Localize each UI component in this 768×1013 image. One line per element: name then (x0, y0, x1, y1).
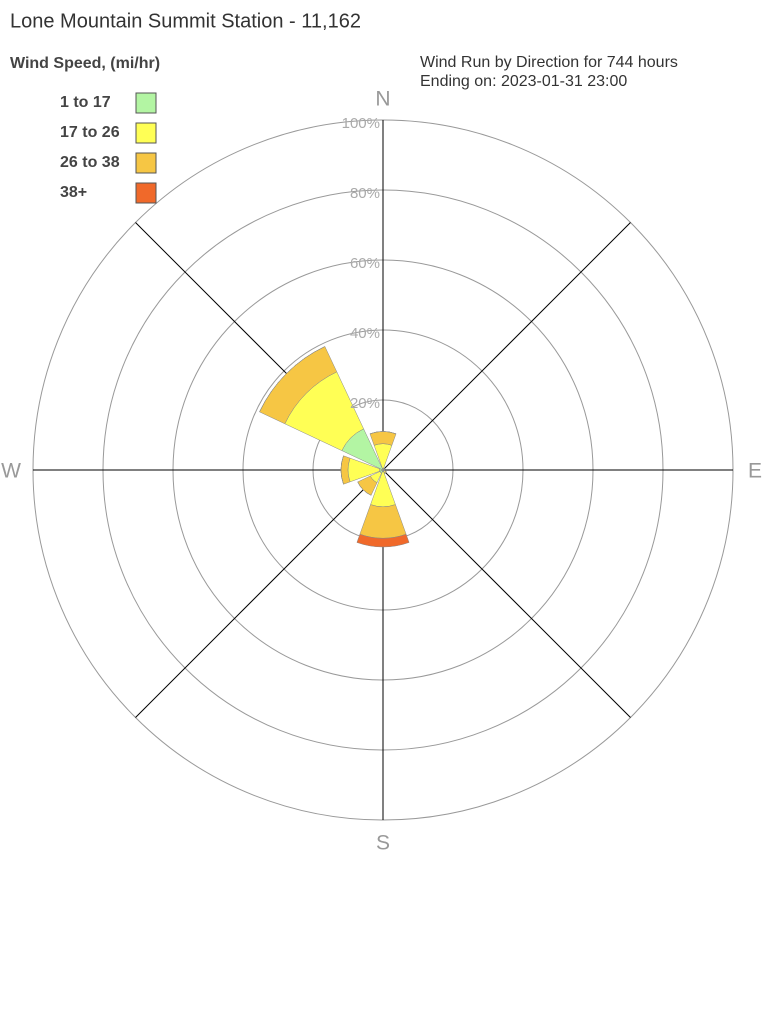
direction-label: W (1, 460, 21, 483)
r-tick-label: 60% (350, 255, 380, 272)
wedge-segment (370, 432, 396, 446)
legend-swatch (136, 153, 156, 173)
radial-line (383, 470, 630, 717)
legend-label: 26 to 38 (60, 154, 120, 171)
legend-swatch (136, 123, 156, 143)
legend-label: 38+ (60, 184, 87, 201)
chart-title: Lone Mountain Summit Station - 11,162 (10, 10, 361, 32)
wedge-segment (360, 505, 406, 539)
legend-swatch (136, 183, 156, 203)
direction-label: S (376, 832, 390, 855)
radial-line (136, 470, 383, 717)
radial-line (383, 223, 630, 470)
annotation: Wind Run by Direction for 744 hours (420, 54, 678, 71)
r-tick-label: 80% (350, 185, 380, 202)
r-tick-label: 40% (350, 325, 380, 342)
legend-swatch (136, 93, 156, 113)
direction-label: N (375, 88, 390, 111)
r-tick-label: 100% (342, 115, 380, 132)
annotation: Ending on: 2023-01-31 23:00 (420, 73, 627, 90)
legend-title: Wind Speed, (mi/hr) (10, 55, 160, 72)
direction-label: E (748, 460, 762, 483)
legend-label: 17 to 26 (60, 124, 120, 141)
legend-label: 1 to 17 (60, 94, 111, 111)
r-tick-label: 20% (350, 395, 380, 412)
